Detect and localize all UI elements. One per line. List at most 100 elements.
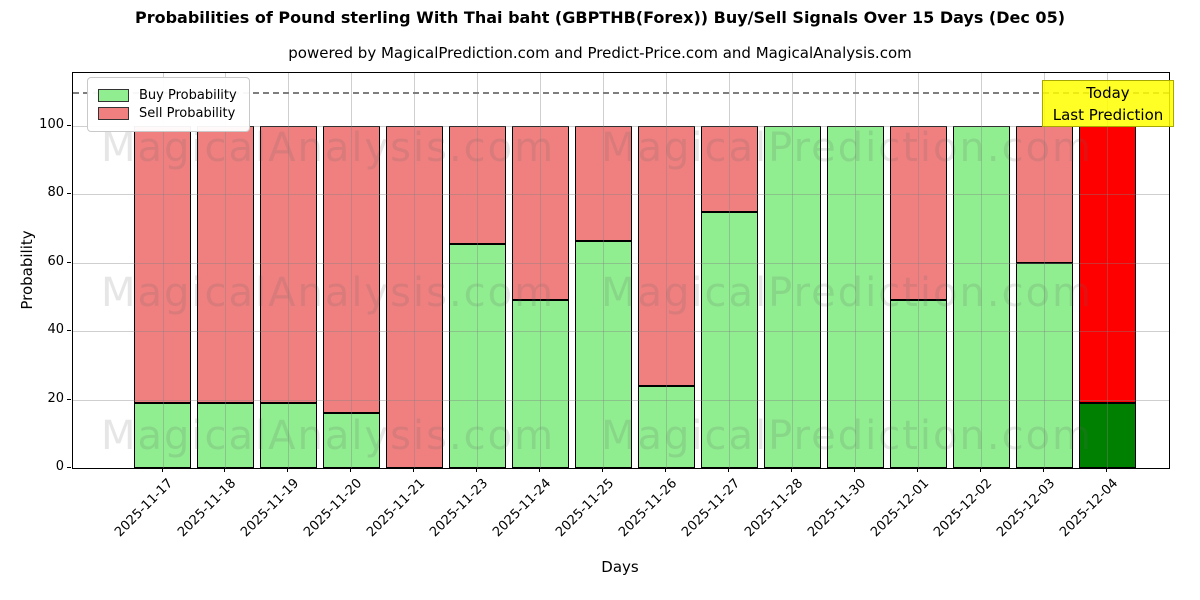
y-tick-label: 80 — [47, 185, 64, 201]
x-tick-label: 2025-11-26 — [615, 476, 680, 541]
vertical-gridline — [414, 73, 416, 468]
watermark-text: MagicalAnalysis.com — [101, 270, 556, 316]
bar-segment-sell — [700, 126, 758, 212]
vertical-gridline — [855, 73, 857, 468]
legend-entry: Buy Probability — [98, 88, 237, 103]
x-tick-mark — [161, 468, 163, 472]
legend-label: Sell Probability — [139, 106, 236, 121]
x-tick-label: 2025-11-24 — [489, 476, 554, 541]
bar-segment-buy — [322, 413, 380, 468]
x-tick-label: 2025-11-17 — [112, 476, 177, 541]
x-tick-mark — [854, 468, 856, 472]
x-tick-label: 2025-11-23 — [426, 476, 491, 541]
x-tick-mark — [665, 468, 667, 472]
bar-segment-sell — [574, 126, 632, 241]
y-tick-label: 60 — [47, 253, 64, 269]
x-tick-label: 2025-11-21 — [363, 476, 428, 541]
y-tick-label: 0 — [55, 459, 64, 474]
x-tick-mark — [728, 468, 730, 472]
x-tick-label: 2025-11-27 — [678, 476, 743, 541]
x-tick-mark — [350, 468, 352, 472]
bar-segment-buy — [1015, 262, 1073, 468]
vertical-gridline — [981, 73, 983, 468]
x-tick-mark — [1043, 468, 1045, 472]
y-tick-mark — [67, 398, 71, 400]
bar-segment-buy — [889, 300, 947, 468]
x-tick-label: 2025-11-19 — [238, 476, 303, 541]
plot-area: MagicalAnalysis.com MagicalPrediction.com… — [72, 72, 1170, 469]
bar-segment-sell — [511, 126, 569, 301]
bar-segment-sell — [637, 126, 695, 386]
bar-segment-buy — [700, 211, 758, 468]
x-tick-label: 2025-12-04 — [1056, 476, 1121, 541]
x-tick-label: 2025-11-30 — [804, 476, 869, 541]
y-tick-label: 20 — [47, 390, 64, 406]
bar-segment-buy — [637, 385, 695, 468]
chart-subtitle: powered by MagicalPrediction.com and Pre… — [288, 44, 912, 62]
bar-segment-buy — [448, 244, 506, 468]
watermark-text: MagicalPrediction.com — [601, 270, 1093, 316]
bars-layer — [73, 73, 1169, 468]
bar-segment-sell — [448, 126, 506, 244]
vertical-gridline — [225, 73, 227, 468]
x-tick-label: 2025-12-01 — [867, 476, 932, 541]
horizontal-gridline — [73, 331, 1169, 333]
x-tick-mark — [1106, 468, 1108, 472]
y-axis-label: Probability — [18, 230, 36, 310]
x-tick-mark — [224, 468, 226, 472]
bar-segment-buy — [574, 240, 632, 468]
x-tick-mark — [539, 468, 541, 472]
buy-swatch-icon — [98, 89, 129, 102]
watermark-text: MagicalPrediction.com — [601, 125, 1093, 171]
chart-title: Probabilities of Pound sterling With Tha… — [134, 8, 1066, 27]
x-tick-mark — [413, 468, 415, 472]
vertical-gridline — [792, 73, 794, 468]
bar-segment-buy — [511, 300, 569, 468]
horizontal-gridline — [73, 126, 1169, 127]
y-tick-mark — [67, 261, 71, 263]
annotation-line-1: Today — [1086, 84, 1130, 102]
vertical-gridline — [603, 73, 605, 468]
x-tick-label: 2025-12-03 — [993, 476, 1058, 541]
bar-segment-sell — [1078, 126, 1136, 404]
vertical-gridline — [1107, 73, 1109, 468]
dashed-guide-line — [73, 91, 1169, 94]
bar-segment-sell — [322, 126, 380, 414]
annotation-line-2: Last Prediction — [1052, 106, 1164, 124]
vertical-gridline — [1044, 73, 1046, 468]
watermark-text: MagicalPrediction.com — [601, 413, 1093, 459]
bar-segment-sell — [1015, 126, 1073, 263]
x-tick-label: 2025-12-02 — [930, 476, 995, 541]
y-tick-label: 100 — [39, 117, 64, 132]
horizontal-gridline — [73, 399, 1169, 401]
y-tick-mark — [67, 125, 71, 126]
x-tick-label: 2025-11-28 — [741, 476, 806, 541]
bar-segment-buy — [259, 403, 317, 468]
y-tick-label: 40 — [47, 322, 64, 338]
x-tick-mark — [476, 468, 478, 472]
vertical-gridline — [288, 73, 290, 468]
watermark-text: MagicalAnalysis.com — [101, 413, 556, 459]
today-annotation: Today Last Prediction — [1042, 80, 1174, 127]
bar-segment-sell — [259, 126, 317, 404]
x-tick-mark — [287, 468, 289, 472]
bar-segment-buy — [952, 126, 1010, 468]
bar-segment-buy — [196, 403, 254, 468]
legend: Buy Probability Sell Probability — [87, 77, 250, 132]
legend-label: Buy Probability — [139, 88, 237, 103]
bar-segment-sell — [385, 126, 443, 468]
x-axis-label: Days — [601, 558, 639, 576]
vertical-gridline — [729, 73, 731, 468]
x-tick-mark — [980, 468, 982, 472]
horizontal-gridline — [73, 194, 1169, 196]
legend-entry: Sell Probability — [98, 106, 237, 121]
x-tick-mark — [917, 468, 919, 472]
x-tick-label: 2025-11-20 — [300, 476, 366, 541]
vertical-gridline — [666, 73, 668, 468]
y-tick-mark — [67, 467, 71, 468]
vertical-gridline — [162, 73, 164, 468]
sell-swatch-icon — [98, 107, 129, 120]
y-tick-mark — [67, 193, 71, 195]
x-tick-label: 2025-11-18 — [175, 476, 240, 541]
